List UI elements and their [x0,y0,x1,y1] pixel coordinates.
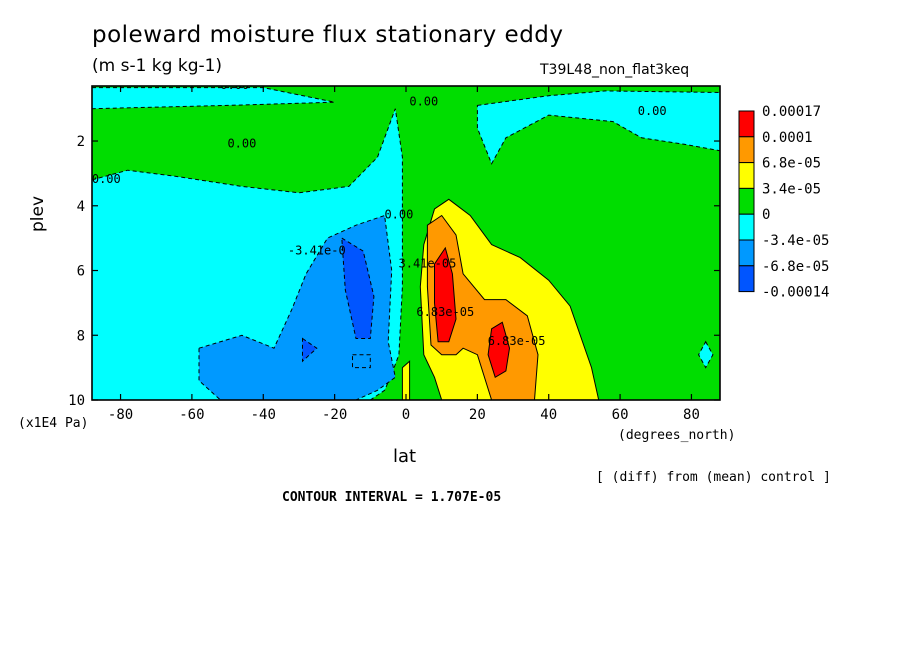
contour-region-7 [341,237,375,339]
x-tick-label-0: -80 [108,407,133,423]
units-label: (m s-1 kg kg-1) [92,56,223,76]
contour-label-1: 0.00 [409,94,438,108]
x-tick-label-8: 80 [683,407,700,423]
contour-labels: 0.00 0.00 0.00 0.00 0.00 0.00 -3.41e-0 3.41e-05… [92,78,667,348]
x-tick-label-2: -40 [251,407,276,423]
colorbar-label-4: 0 [762,207,770,223]
colorbar-label-0: 0.00017 [762,104,821,120]
x-tick-label-4: 0 [402,407,410,423]
y-tick-label-3: 8 [77,328,85,344]
y-tick-label-1: 4 [77,199,85,215]
colorbar-label-2: 6.8e-05 [762,156,821,172]
contour-region-10 [426,214,539,400]
contour-label-2: 0.00 [638,104,667,118]
colorbar-label-1: 0.0001 [762,130,813,146]
colorbar-swatch-4 [738,213,755,241]
contour-label-4: 0.00 [92,172,121,186]
x-tick-label-6: 40 [540,407,557,423]
y-axis-label: plev [28,195,48,232]
colorbar-swatch-1 [738,136,755,164]
contour-fields [92,86,720,400]
contour-interval-label: CONTOUR INTERVAL = 1.707E-05 [282,490,502,505]
contour-region-2 [92,87,335,110]
contour-label-3: 0.00 [227,137,256,151]
chart-title: poleward moisture flux stationary eddy [92,22,564,48]
x-axis: -80 -60 -40 -20 0 20 40 60 80 [108,86,700,423]
colorbar-swatch-0 [738,110,755,138]
x-axis-label: lat [393,446,417,467]
colorbar: 0.00017 0.0001 6.8e-05 3.4e-05 0 -3.4e-05 -6.8… [738,104,829,301]
colorbar-label-7: -0.00014 [762,285,829,301]
contour-region-8 [302,337,318,363]
colorbar-label-6: -6.8e-05 [762,259,829,275]
y-axis-unit: (x1E4 Pa) [18,416,89,431]
y-tick-label-0: 2 [77,134,85,150]
x-tick-label-1: -60 [179,407,204,423]
colorbar-swatch-3 [738,187,755,215]
contour-region-4 [698,340,714,369]
contour-label-9: 6.83e-05 [488,334,546,348]
contour-label-7: 3.41e-05 [399,256,457,270]
y-tick-label-2: 6 [77,264,85,280]
y-tick-label-4: 10 [68,393,85,409]
contour-region-12 [487,321,511,379]
colorbar-swatch-2 [738,162,755,189]
contour-region-6 [352,354,371,369]
contour-label-8: 6.83e-05 [416,305,474,319]
colorbar-label-3: 3.4e-05 [762,181,821,197]
contour-label-5: 0.00 [384,208,413,222]
colorbar-swatch-5 [738,239,755,267]
x-axis-unit: (degrees_north) [618,428,736,443]
diff-note: [ (diff) from (mean) control ] [596,470,831,485]
contour-region-13 [401,360,411,400]
contour-region-9 [419,198,600,400]
y-axis: 2 4 6 8 10 [68,134,720,409]
x-tick-label-5: 20 [469,407,486,423]
contour-label-0: 0.00 [220,78,249,92]
x-tick-label-3: -20 [322,407,347,423]
colorbar-label-5: -3.4e-05 [762,233,829,249]
run-id-label: T39L48_non_flat3keq [540,62,690,78]
contour-label-6: -3.41e-0 [288,243,346,257]
x-tick-label-7: 60 [612,407,629,423]
colorbar-swatch-6 [738,265,755,293]
contour-region-11 [434,246,457,343]
contour-region-3 [476,90,720,165]
